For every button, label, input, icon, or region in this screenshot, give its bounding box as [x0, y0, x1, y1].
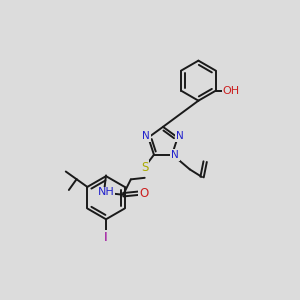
- Text: O: O: [139, 187, 148, 200]
- Text: OH: OH: [223, 86, 240, 96]
- Text: N: N: [171, 150, 179, 160]
- Text: I: I: [104, 231, 108, 244]
- Text: NH: NH: [98, 188, 115, 197]
- Text: S: S: [141, 160, 148, 173]
- Text: N: N: [142, 131, 150, 141]
- Text: N: N: [176, 131, 184, 141]
